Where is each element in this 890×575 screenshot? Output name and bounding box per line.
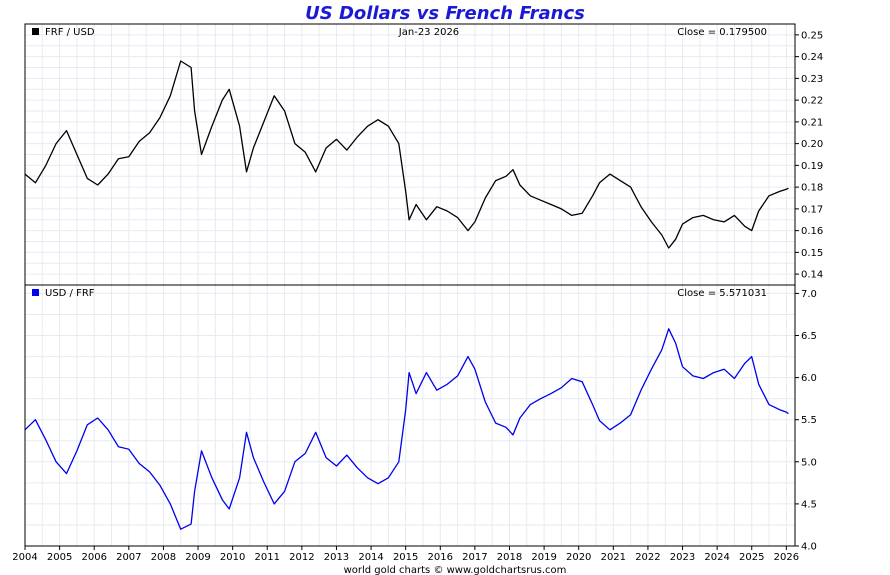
y-tick-label: 5.5 <box>801 415 817 426</box>
x-tick-label: 2020 <box>566 552 591 563</box>
y-tick-label: 0.14 <box>801 270 823 281</box>
legend-swatch-bottom <box>32 289 39 296</box>
y-tick-label: 0.19 <box>801 161 823 172</box>
x-tick-label: 2017 <box>462 552 487 563</box>
y-tick-label: 6.5 <box>801 331 817 342</box>
y-tick-label: 4.0 <box>801 542 817 553</box>
y-tick-label: 4.5 <box>801 499 817 510</box>
y-tick-label: 0.25 <box>801 30 823 41</box>
x-tick-label: 2014 <box>358 552 383 563</box>
y-tick-label: 0.17 <box>801 204 823 215</box>
footer-credit: world gold charts © www.goldchartsrus.co… <box>344 565 567 575</box>
legend-swatch-top <box>32 28 39 35</box>
series-line-usd-frf <box>24 328 789 530</box>
x-tick-label: 2013 <box>324 552 349 563</box>
y-tick-label: 0.23 <box>801 74 823 85</box>
x-tick-label: 2008 <box>151 552 176 563</box>
x-tick-label: 2006 <box>81 552 106 563</box>
x-tick-label: 2010 <box>220 552 245 563</box>
series-layer <box>24 60 789 530</box>
y-tick-label: 0.22 <box>801 96 823 107</box>
y-tick-label: 0.15 <box>801 248 823 259</box>
y-axis-top: 0.25 0.24 0.23 0.22 0.21 0.20 0.19 0.18 0.17 0.16… <box>795 30 823 281</box>
x-tick-label: 2024 <box>704 552 729 563</box>
x-tick-label: 2009 <box>185 552 210 563</box>
x-tick-label: 2004 <box>12 552 37 563</box>
y-tick-label: 0.21 <box>801 117 823 128</box>
close-label-bottom: Close = 5.571031 <box>677 288 767 299</box>
x-tick-label: 2016 <box>428 552 453 563</box>
series-line-frf-usd <box>24 60 789 249</box>
y-tick-label: 7.0 <box>801 289 817 300</box>
x-tick-label: 2025 <box>739 552 764 563</box>
x-tick-label: 2019 <box>531 552 556 563</box>
close-label-top: Close = 0.179500 <box>677 27 767 38</box>
legend-label-bottom: USD / FRF <box>45 288 95 299</box>
grid-layer <box>24 24 795 547</box>
y-tick-label: 0.24 <box>801 52 823 63</box>
x-tick-label: 2011 <box>255 552 280 563</box>
x-axis: 2004 2005 2006 2007 2008 2009 2010 2011 2012 2013… <box>12 546 799 563</box>
x-tick-label: 2018 <box>497 552 522 563</box>
y-tick-label: 0.16 <box>801 226 823 237</box>
y-axis-bottom: 7.0 6.5 6.0 5.5 5.0 4.5 4.0 <box>795 289 817 553</box>
y-tick-label: 0.18 <box>801 183 823 194</box>
y-tick-label: 0.20 <box>801 139 823 150</box>
date-label: Jan-23 2026 <box>398 27 459 38</box>
y-tick-label: 5.0 <box>801 457 817 468</box>
x-tick-label: 2012 <box>289 552 314 563</box>
legend-label-top: FRF / USD <box>45 27 95 38</box>
x-tick-label: 2015 <box>393 552 418 563</box>
x-tick-label: 2023 <box>670 552 695 563</box>
x-tick-label: 2026 <box>774 552 799 563</box>
y-tick-label: 6.0 <box>801 373 817 384</box>
x-tick-label: 2005 <box>47 552 72 563</box>
chart-title: US Dollars vs French Francs <box>305 3 585 24</box>
x-tick-label: 2022 <box>635 552 660 563</box>
x-tick-label: 2021 <box>601 552 626 563</box>
x-tick-label: 2007 <box>116 552 141 563</box>
bottom-panel-frame <box>24 284 796 547</box>
